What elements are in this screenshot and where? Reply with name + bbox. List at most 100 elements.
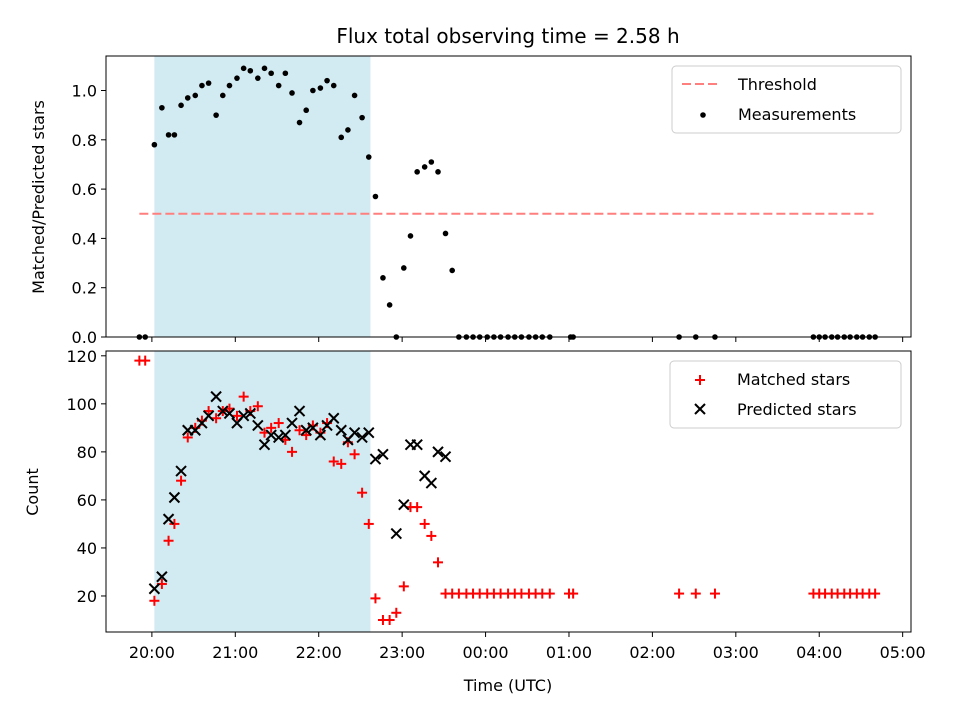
top-legend-box [671,65,902,134]
measurement-point [407,233,414,239]
measurement-point [435,169,441,175]
bottom-y-axis-label: Count [23,468,42,516]
measurement-point [178,102,184,109]
predicted-stars-point [210,390,222,403]
top-plot-frame [105,55,912,338]
predicted-stars-point [244,407,257,420]
matched-stars-point [433,557,444,568]
legend-predicted-swatch [694,403,706,415]
predicted-stars-point [348,426,361,439]
legend-threshold-label: Threshold [737,75,817,94]
measurement-point [401,265,407,271]
matched-stars-point [294,425,305,436]
y-tick-label: 0.0 [72,328,97,347]
top-shaded-interval [154,56,371,337]
legend-predicted-label: Predicted stars [737,400,857,419]
predicted-stars-point [314,429,327,441]
measurement-point [386,302,393,308]
matched-stars-point [709,588,720,599]
measurement-points [136,65,878,340]
matched-stars-point [231,410,242,421]
matched-stars-point [568,588,579,599]
matched-stars-point [238,391,249,402]
matched-stars-point [391,607,402,618]
x-tick-label: 02:00 [629,643,675,662]
matched-stars-point [163,535,174,546]
matched-stars-point [149,595,160,606]
measurement-point [380,275,386,281]
matched-stars-point [419,518,430,529]
predicted-stars-point [411,438,423,451]
predicted-stars-point [168,491,181,504]
measurement-point [296,119,303,126]
bottom-y-ticks: 20 40 60 80 100 120 [66,347,106,606]
measurement-point [171,132,178,138]
measurement-point [338,134,345,141]
predicted-stars-point [258,438,271,451]
y-tick-label: 20 [77,587,97,606]
measurement-point [192,92,199,99]
measurement-point [372,193,379,200]
bottom-panel: 20 40 60 80 100 120 20:00 21:00 22:00 23:00 00:00… [23,347,926,695]
top-x-ticks [151,337,904,342]
top-y-axis-label: Matched/Predicted stars [29,100,48,294]
matched-stars-point [203,406,214,417]
x-tick-label: 22:00 [296,643,342,662]
matched-stars-point [674,588,685,599]
predicted-stars-point [252,419,264,432]
x-tick-label: 03:00 [713,643,759,662]
predicted-stars-point [363,426,375,439]
measurement-point [282,70,289,77]
measurement-point [351,92,358,99]
y-tick-label: 80 [77,443,97,462]
y-tick-label: 0.2 [72,279,97,298]
x-tick-label: 05:00 [880,643,926,662]
matched-stars-point [176,475,187,486]
predicted-stars-point [175,465,187,477]
matched-stars-point [336,458,347,469]
predicted-stars-point [202,410,215,422]
measurement-point [303,107,310,114]
matched-stars-point [328,456,339,467]
matched-stars-point [182,432,193,443]
predicted-stars-point [369,453,382,465]
legend-matched-swatch [695,375,705,385]
matched-stars-point [426,530,437,541]
measurement-point [151,141,158,148]
measurement-point [159,104,165,111]
bottom-x-axis-label: Time (UTC) [463,676,552,695]
matched-stars-point [266,422,277,433]
bottom-x-ticks: 20:00 21:00 22:00 23:00 00:00 01:00 02:00 03:00… [129,632,926,662]
predicted-stars-point [265,429,277,441]
matched-stars-point [287,446,298,457]
predicted-stars-point [156,571,168,583]
matched-stars-point [544,588,555,599]
measurement-point [365,154,372,160]
y-tick-label: 0.8 [72,131,97,150]
predicted-stars-point [335,424,347,436]
top-panel: 0.0 0.2 0.4 0.6 0.8 1.0 Matched/Predicted sta… [29,55,912,347]
measurement-point [330,82,337,89]
measurement-point [205,80,212,86]
y-tick-label: 100 [66,395,97,414]
bottom-legend: Matched stars Predicted stars [669,360,902,429]
measurement-point [345,127,351,133]
measurement-point [165,132,172,138]
measurement-point [449,267,455,274]
y-tick-label: 1.0 [72,82,97,101]
y-tick-label: 0.4 [72,229,97,248]
measurement-point [442,230,449,237]
x-tick-label: 23:00 [379,643,425,662]
matched-stars-point [690,588,701,599]
predicted-stars-point [328,412,340,424]
predicted-stars-point [356,431,368,444]
predicted-stars-point [293,405,306,417]
x-tick-label: 04:00 [796,643,842,662]
bottom-legend-box [669,360,902,429]
measurement-point [184,95,191,101]
matched-stars-point [301,430,312,441]
top-y-ticks: 0.0 0.2 0.4 0.6 0.8 1.0 [72,82,106,347]
predicted-stars-point [390,527,403,540]
matched-stars-point [211,413,222,424]
x-tick-label: 01:00 [546,643,592,662]
